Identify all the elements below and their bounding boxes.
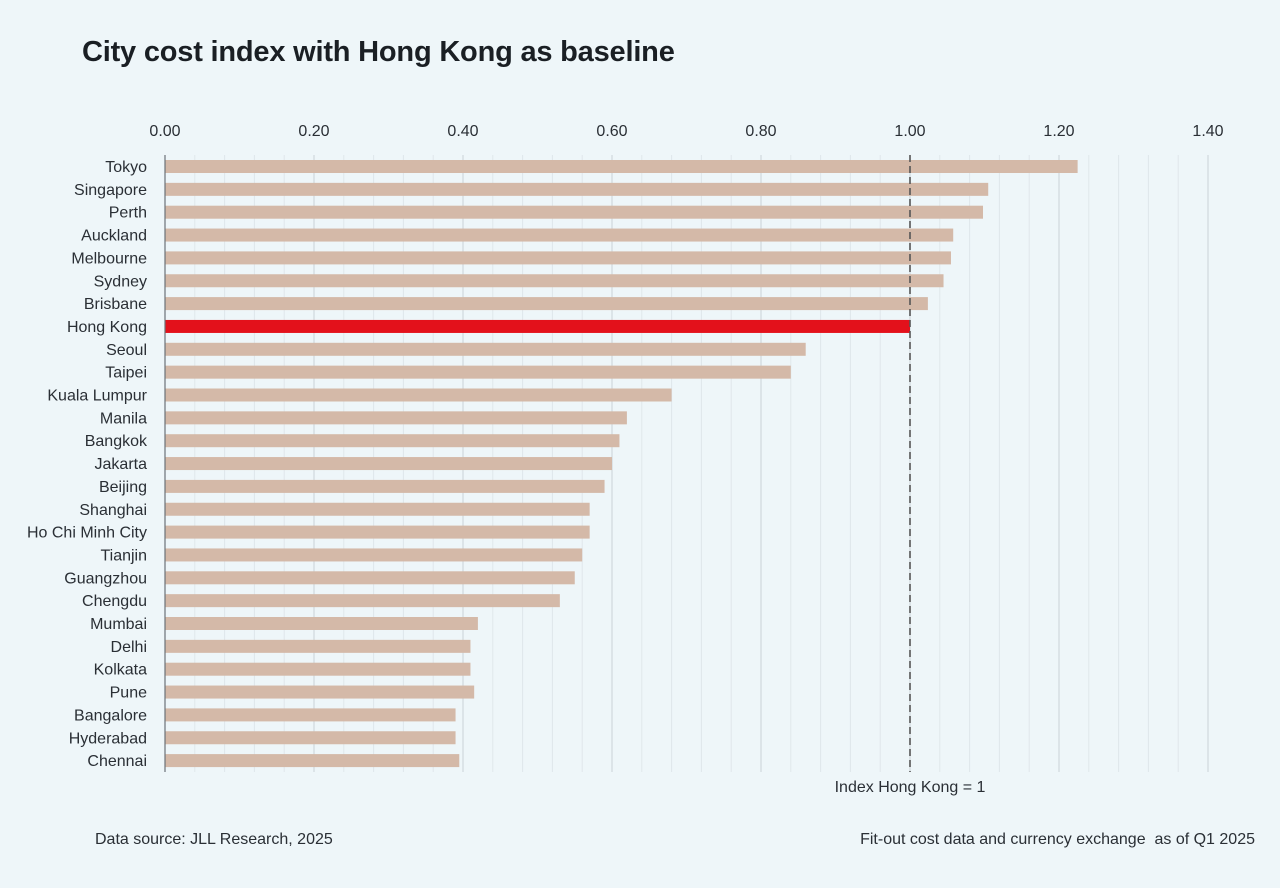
bar-hong-kong [165, 319, 910, 333]
bar-jakarta [165, 457, 612, 471]
x-tick-label: 0.00 [149, 123, 180, 140]
x-tick-label: 0.40 [447, 123, 478, 140]
category-label: Bangkok [85, 433, 148, 450]
x-tick-label: 0.60 [596, 123, 627, 140]
bar-bangkok [165, 434, 620, 448]
bar-brisbane [165, 297, 928, 311]
bar-manila [165, 411, 627, 425]
bar-ho-chi-minh-city [165, 525, 590, 539]
bar-perth [165, 205, 984, 219]
category-label: Brisbane [84, 296, 147, 313]
bar-seoul [165, 342, 806, 356]
category-label: Chengdu [82, 593, 147, 610]
reference-line-label: Index Hong Kong = 1 [835, 779, 986, 796]
chart-title: City cost index with Hong Kong as baseli… [82, 36, 675, 68]
category-label: Mumbai [90, 616, 147, 633]
bar-pune [165, 685, 475, 699]
category-label: Seoul [106, 342, 147, 359]
category-label: Singapore [74, 182, 147, 199]
category-label: Kolkata [94, 662, 147, 679]
category-label: Auckland [81, 228, 147, 245]
x-tick-label: 1.00 [894, 123, 925, 140]
bar-taipei [165, 365, 791, 379]
bar-guangzhou [165, 571, 575, 585]
bar-tianjin [165, 548, 583, 562]
bar-hyderabad [165, 731, 456, 745]
x-tick-label: 1.20 [1043, 123, 1074, 140]
bar-chennai [165, 754, 460, 768]
category-label: Manila [100, 410, 147, 427]
category-label: Shanghai [79, 502, 147, 519]
bar-chengdu [165, 594, 560, 608]
bar-bangalore [165, 708, 456, 722]
category-label: Hong Kong [67, 319, 147, 336]
category-label: Guangzhou [64, 570, 147, 587]
bar-auckland [165, 228, 954, 242]
category-label: Jakarta [95, 456, 148, 473]
bar-kuala-lumpur [165, 388, 672, 402]
category-label: Taipei [105, 365, 147, 382]
x-tick-label: 0.80 [745, 123, 776, 140]
data-source: Data source: JLL Research, 2025 [95, 831, 333, 848]
bar-delhi [165, 639, 471, 653]
category-label: Kuala Lumpur [47, 388, 147, 405]
x-tick-label: 1.40 [1192, 123, 1223, 140]
category-label: Pune [110, 685, 147, 702]
bar-tokyo [165, 160, 1078, 173]
category-label: Perth [109, 205, 147, 222]
bar-kolkata [165, 662, 471, 676]
category-label: Chennai [87, 753, 147, 770]
category-label: Delhi [111, 639, 147, 656]
bar-beijing [165, 479, 605, 493]
category-label: Tianjin [100, 547, 147, 564]
category-label: Tokyo [105, 159, 147, 176]
footnote: Fit-out cost data and currency exchange … [860, 831, 1255, 848]
bar-sydney [165, 274, 944, 288]
x-tick-label: 0.20 [298, 123, 329, 140]
bar-mumbai [165, 617, 478, 630]
category-label: Beijing [99, 479, 147, 496]
bar-singapore [165, 182, 989, 196]
bar-melbourne [165, 251, 951, 265]
category-label: Sydney [94, 273, 147, 290]
category-label: Ho Chi Minh City [27, 525, 147, 542]
category-label: Melbourne [71, 250, 147, 267]
bar-shanghai [165, 502, 590, 516]
category-label: Bangalore [74, 707, 147, 724]
category-label: Hyderabad [69, 730, 147, 747]
